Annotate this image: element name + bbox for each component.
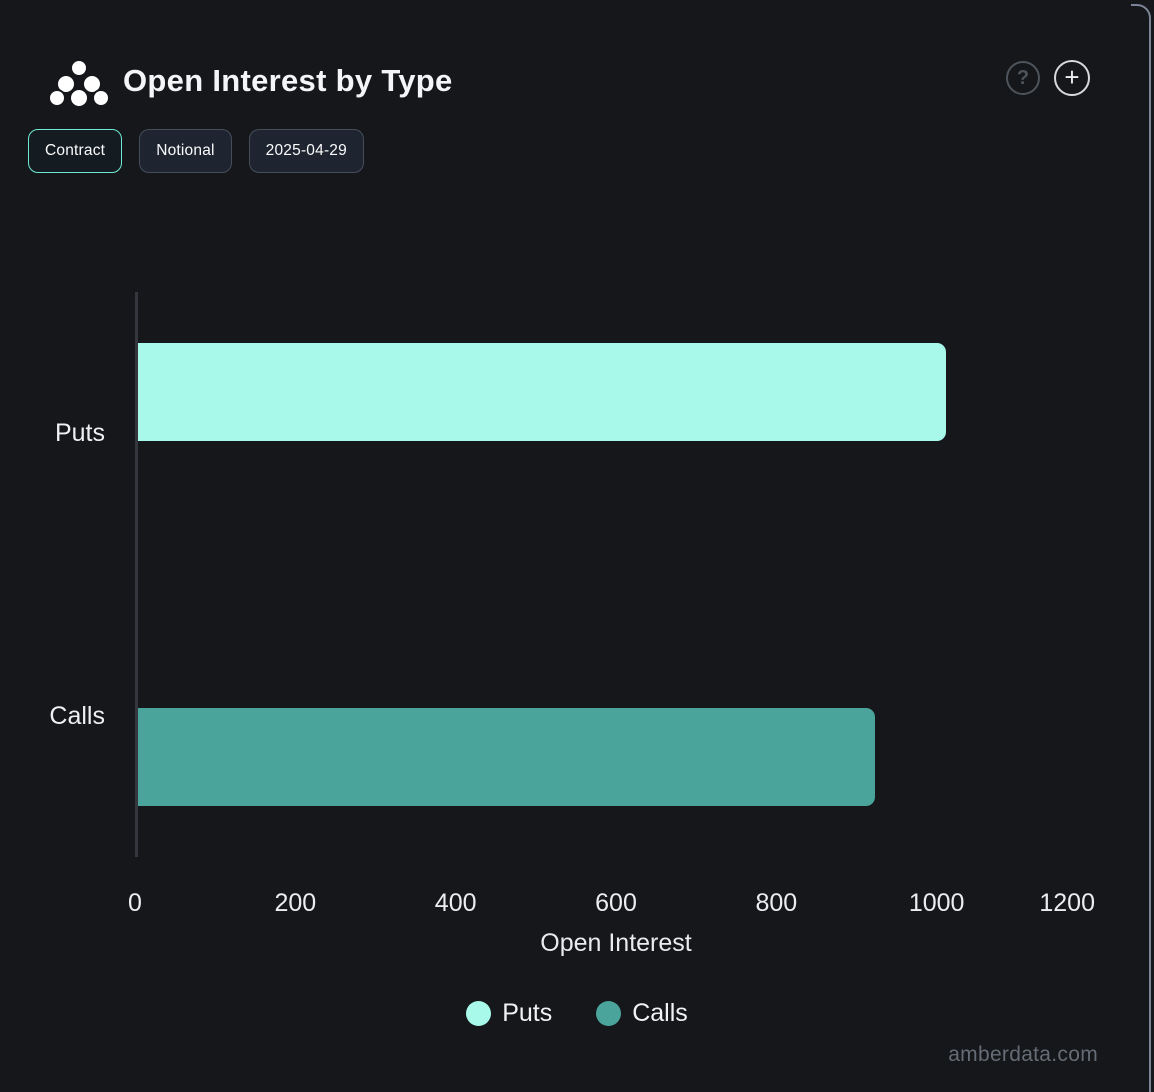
bar-puts[interactable] [137,342,946,441]
legend-item-puts[interactable]: Puts [466,999,552,1028]
card-border [1131,4,1151,1092]
y-axis-line [135,292,138,857]
page-title: Open Interest by Type [123,63,453,98]
chart-header: Open Interest by Type [48,56,453,106]
legend-label: Puts [502,999,553,1027]
x-tick: 0 [128,889,142,917]
notional-button[interactable]: Notional [139,129,232,173]
puts-legend-dot-icon [466,1001,492,1026]
help-icon[interactable]: ? [1006,61,1040,95]
cluster-logo-icon [48,59,110,106]
watermark: amberdata.com [948,1043,1098,1066]
date-button[interactable]: 2025-04-29 [248,129,364,173]
x-tick: 1000 [908,889,965,917]
y-axis-label-calls: Calls [49,701,105,730]
y-axis-label-puts: Puts [54,419,105,448]
legend: Puts Calls [0,999,1154,1028]
x-tick: 800 [755,889,798,917]
y-axis-labels: Puts Calls [0,292,105,857]
calls-legend-dot-icon [596,1001,622,1026]
legend-label: Calls [632,999,688,1027]
header-actions: ? + [1006,60,1090,96]
bar-calls[interactable] [137,707,876,806]
x-tick: 600 [595,889,637,917]
legend-item-calls[interactable]: Calls [596,999,688,1028]
contract-button[interactable]: Contract [28,129,123,173]
x-axis-title: Open Interest [540,929,692,957]
toolbar: Contract Notional 2025-04-29 [28,129,364,173]
x-tick: 200 [274,889,317,917]
add-icon[interactable]: + [1054,60,1090,96]
plot-area [135,292,1097,857]
x-tick: 400 [434,889,477,917]
x-tick: 1200 [1039,889,1095,917]
x-axis-ticks: 0 200 400 600 800 1000 1200 [128,888,1097,920]
